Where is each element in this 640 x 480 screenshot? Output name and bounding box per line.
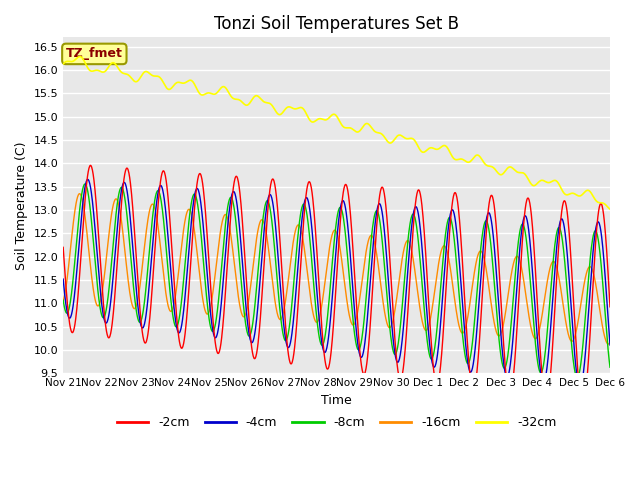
-16cm [181,217,189,223]
Line: -4cm: -4cm [63,180,610,387]
-16cm [493,331,501,337]
-8cm [493,316,501,322]
-32cm [243,102,250,108]
-4cm [606,342,614,348]
-2cm [168,246,176,252]
Y-axis label: Soil Temperature (C): Soil Temperature (C) [15,141,28,270]
-32cm [181,80,189,85]
-16cm [76,191,83,197]
-32cm [422,148,429,154]
-8cm [81,181,89,187]
-16cm [60,298,67,304]
-2cm [243,278,250,284]
-8cm [606,364,614,370]
Line: -2cm: -2cm [63,166,610,406]
-32cm [606,206,614,212]
-8cm [422,324,429,330]
-32cm [60,61,67,67]
-32cm [541,179,549,184]
Line: -16cm: -16cm [63,194,610,344]
-2cm [493,236,501,241]
-8cm [60,297,67,303]
-16cm [541,290,549,296]
Line: -8cm: -8cm [63,184,610,377]
-16cm [243,309,250,315]
-2cm [579,403,586,408]
-32cm [168,85,176,91]
-8cm [541,348,549,354]
-4cm [243,308,250,314]
-8cm [573,374,581,380]
-8cm [168,306,176,312]
-4cm [576,384,584,390]
-4cm [181,292,189,298]
Line: -32cm: -32cm [63,57,610,209]
Title: Tonzi Soil Temperatures Set B: Tonzi Soil Temperatures Set B [214,15,459,33]
-4cm [60,276,67,282]
-4cm [168,281,176,287]
-2cm [422,251,429,257]
-32cm [76,54,84,60]
-8cm [243,325,250,331]
-16cm [422,327,429,333]
-16cm [606,340,614,346]
-2cm [181,330,189,336]
-16cm [168,308,176,313]
-2cm [541,396,549,402]
-4cm [422,294,429,300]
-4cm [84,177,92,182]
-2cm [606,304,614,310]
Text: TZ_fmet: TZ_fmet [66,48,123,60]
-2cm [60,244,67,250]
Legend: -2cm, -4cm, -8cm, -16cm, -32cm: -2cm, -4cm, -8cm, -16cm, -32cm [112,411,561,434]
-4cm [493,281,501,287]
-8cm [181,259,189,265]
-16cm [605,341,612,347]
X-axis label: Time: Time [321,394,352,407]
-2cm [86,163,94,168]
-4cm [541,375,549,381]
-32cm [493,169,501,175]
